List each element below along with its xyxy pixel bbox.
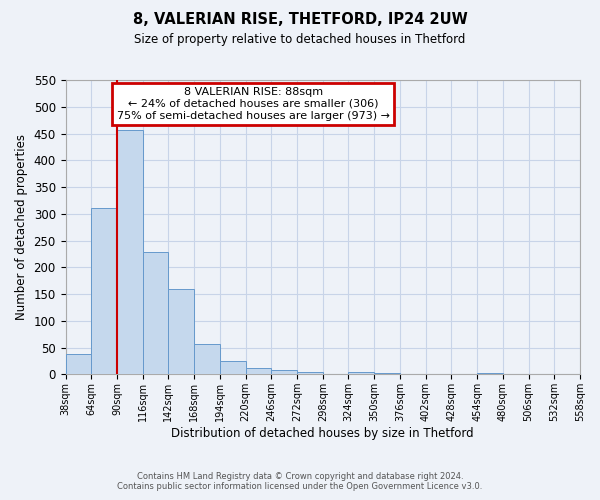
Bar	[297, 372, 323, 374]
Text: 8, VALERIAN RISE, THETFORD, IP24 2UW: 8, VALERIAN RISE, THETFORD, IP24 2UW	[133, 12, 467, 28]
Bar	[245, 368, 271, 374]
Bar	[65, 354, 91, 374]
X-axis label: Distribution of detached houses by size in Thetford: Distribution of detached houses by size …	[172, 427, 474, 440]
Bar	[143, 252, 169, 374]
Y-axis label: Number of detached properties: Number of detached properties	[15, 134, 28, 320]
Text: Contains public sector information licensed under the Open Government Licence v3: Contains public sector information licen…	[118, 482, 482, 491]
Text: Size of property relative to detached houses in Thetford: Size of property relative to detached ho…	[134, 32, 466, 46]
Bar	[271, 370, 297, 374]
Bar	[194, 344, 220, 374]
Text: 8 VALERIAN RISE: 88sqm
← 24% of detached houses are smaller (306)
75% of semi-de: 8 VALERIAN RISE: 88sqm ← 24% of detached…	[117, 88, 390, 120]
Bar	[220, 361, 245, 374]
Bar	[169, 288, 194, 374]
Bar	[477, 373, 503, 374]
Bar	[349, 372, 374, 374]
Bar	[374, 373, 400, 374]
Text: Contains HM Land Registry data © Crown copyright and database right 2024.: Contains HM Land Registry data © Crown c…	[137, 472, 463, 481]
Bar	[117, 130, 143, 374]
Bar	[91, 208, 117, 374]
